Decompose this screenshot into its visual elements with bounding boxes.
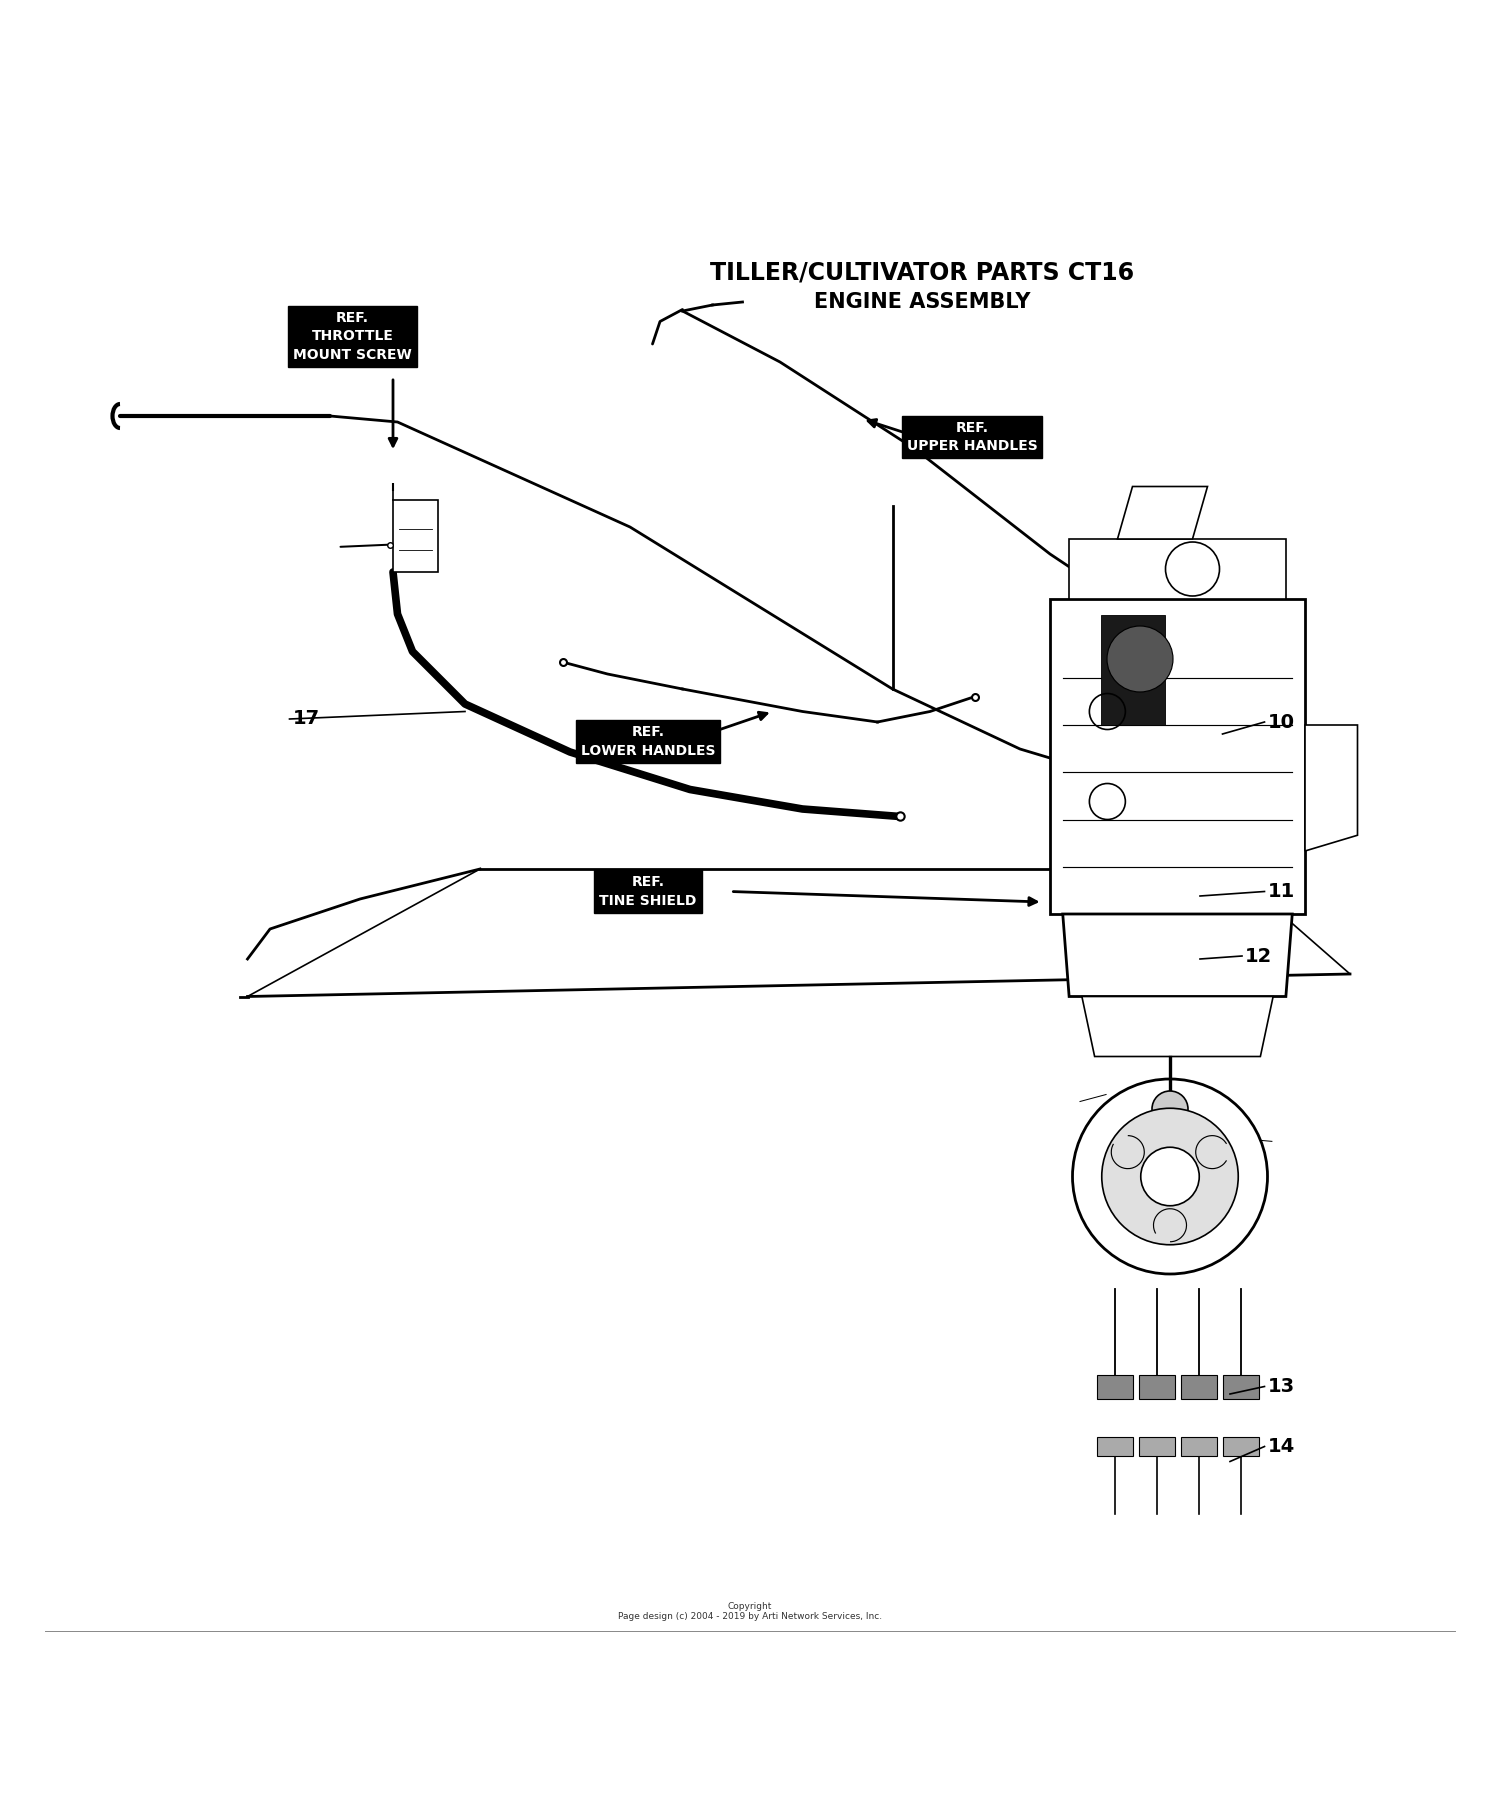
- Polygon shape: [1070, 539, 1286, 599]
- Text: 10: 10: [1268, 712, 1294, 732]
- Polygon shape: [1096, 1437, 1132, 1456]
- Text: 14: 14: [1268, 1437, 1294, 1456]
- Text: ENGINE ASSEMBLY: ENGINE ASSEMBLY: [815, 291, 1031, 313]
- Text: 11: 11: [1268, 883, 1294, 901]
- Polygon shape: [1138, 1437, 1174, 1456]
- Polygon shape: [393, 500, 438, 572]
- Circle shape: [1107, 626, 1173, 692]
- Text: Copyright
Page design (c) 2004 - 2019 by Arti Network Services, Inc.: Copyright Page design (c) 2004 - 2019 by…: [618, 1602, 882, 1622]
- Circle shape: [1152, 1091, 1188, 1127]
- Text: REF.
TINE SHIELD: REF. TINE SHIELD: [600, 876, 696, 908]
- Circle shape: [1101, 1108, 1239, 1244]
- Text: REF.
LOWER HANDLES: REF. LOWER HANDLES: [580, 725, 716, 757]
- Text: 17: 17: [292, 710, 320, 728]
- Text: REF.
UPPER HANDLES: REF. UPPER HANDLES: [906, 421, 1038, 453]
- Polygon shape: [1180, 1374, 1216, 1399]
- Polygon shape: [1118, 487, 1208, 539]
- Text: REF.
THROTTLE
MOUNT SCREW: REF. THROTTLE MOUNT SCREW: [292, 311, 412, 361]
- Polygon shape: [1082, 996, 1274, 1057]
- Polygon shape: [1138, 1374, 1174, 1399]
- Polygon shape: [1096, 1374, 1132, 1399]
- Circle shape: [1140, 1147, 1200, 1206]
- Text: TILLER/CULTIVATOR PARTS CT16: TILLER/CULTIVATOR PARTS CT16: [711, 261, 1134, 284]
- Polygon shape: [1101, 615, 1166, 725]
- Circle shape: [1072, 1079, 1268, 1275]
- Polygon shape: [1062, 913, 1292, 996]
- Polygon shape: [1222, 1437, 1258, 1456]
- Polygon shape: [1222, 1374, 1258, 1399]
- Text: 13: 13: [1268, 1377, 1294, 1395]
- Text: 12: 12: [1245, 946, 1272, 966]
- Polygon shape: [1180, 1437, 1216, 1456]
- Polygon shape: [1050, 599, 1305, 913]
- Polygon shape: [1305, 725, 1358, 850]
